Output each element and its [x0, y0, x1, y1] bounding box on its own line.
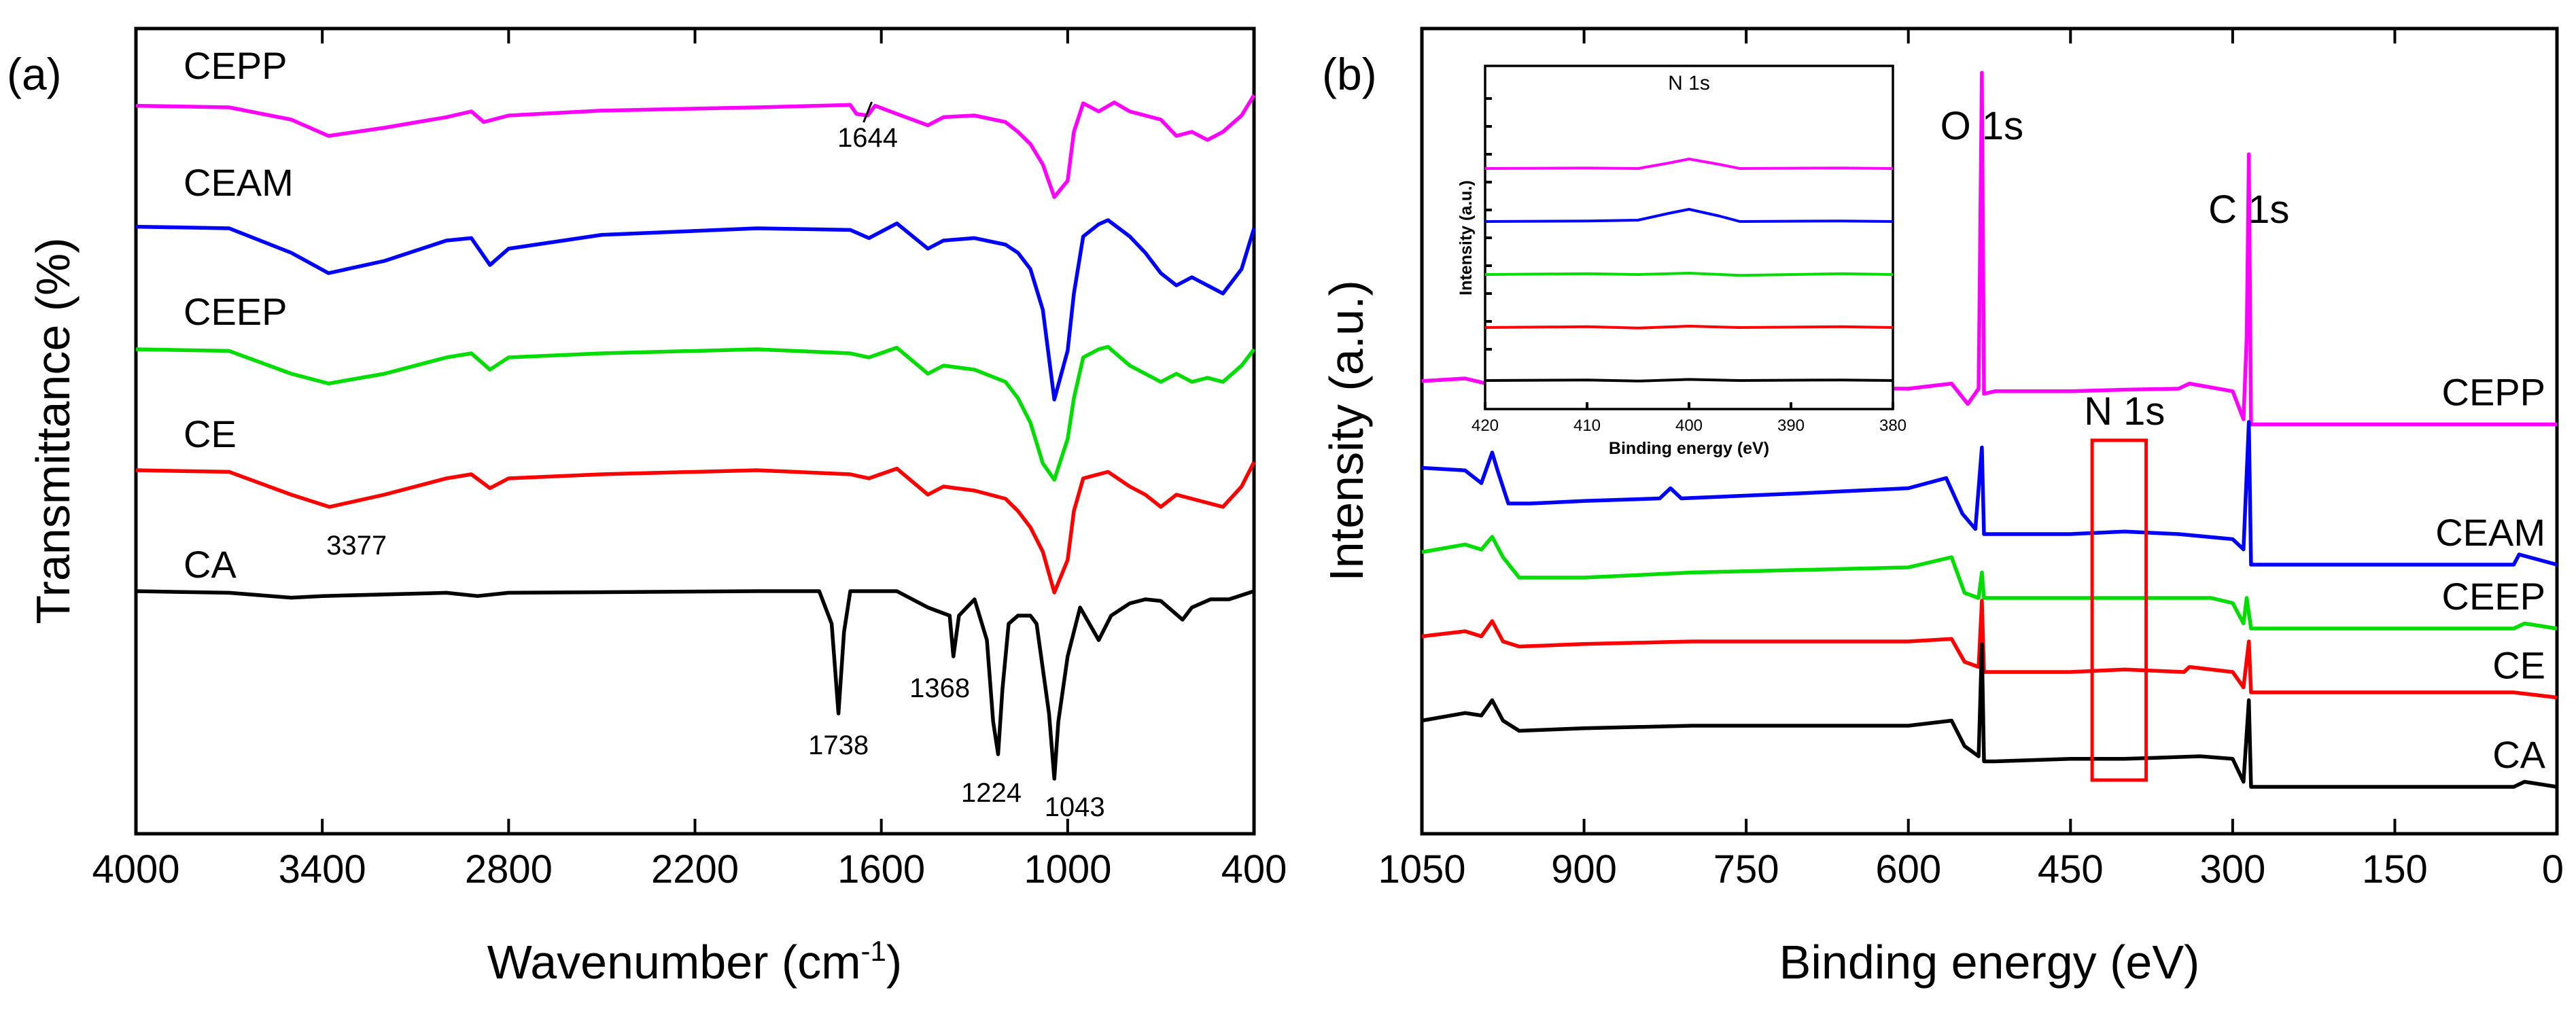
inset-x-axis-ticks: 420 410 400 390 380: [1472, 97, 1907, 435]
series-labels-a: CEPP CEAM CEEP CE CA: [184, 44, 294, 586]
x-tick-label-a: 4000: [92, 847, 179, 891]
series-line-b-ceep: [1421, 535, 2558, 631]
inset-series-group: [1484, 158, 1894, 383]
x-tick-label-a: 1000: [1024, 847, 1111, 891]
series-group-a: [135, 94, 1256, 781]
series-label-b-ca: CA: [2492, 733, 2545, 776]
series-line-a-ceam: [135, 218, 1256, 402]
inset-series-line-cepp: [1484, 158, 1894, 170]
y-axis-title-a: Transmittance (%): [27, 237, 80, 624]
x-axis-title-b: Binding energy (eV): [1779, 936, 2200, 989]
series-line-a-cepp: [135, 94, 1256, 199]
peak-label-b: O 1s: [1940, 104, 2024, 148]
peak-annotation-a: 1043: [1045, 792, 1105, 822]
x-tick-label-a: 1600: [837, 847, 925, 891]
series-label-a-ca: CA: [184, 543, 237, 586]
series-label-b-ceep: CEEP: [2442, 575, 2546, 618]
x-axis-title-a-superscript: -1: [861, 935, 886, 967]
n1s-highlight-box: [2090, 438, 2148, 782]
series-line-a-ce: [135, 461, 1256, 595]
x-axis-title-a: Wavenumber (cm-1): [487, 935, 902, 989]
x-tick-label-b: 750: [1713, 847, 1779, 891]
x-tick-label-a: 400: [1221, 847, 1287, 891]
panel-a-ftir-chart: (a) 4000 3400 2800 2200 1600 1000 400 CEPP CEAM…: [7, 27, 1287, 989]
inset-frame: [1484, 65, 1894, 410]
inset-n1s-chart: N 1s 420 410 400 390 380 Binding energy (eV)…: [1457, 65, 1907, 458]
panel-label-a: (a): [7, 49, 62, 99]
x-tick-label-b: 1050: [1378, 847, 1465, 891]
series-line-a-ca: [135, 589, 1255, 781]
peak-annotation-a: 1368: [909, 673, 970, 703]
peak-label-b: N 1s: [2084, 389, 2165, 434]
series-label-b-ce: CE: [2492, 644, 2545, 687]
inset-series-line-ce: [1484, 325, 1894, 330]
series-line-b-ca: [1421, 642, 2558, 789]
x-tick-label-b: 300: [2199, 847, 2265, 891]
series-group-b: [1421, 71, 2558, 789]
series-label-b-ceam: CEAM: [2435, 511, 2545, 554]
peak-annotations-a: 1644 3377 1738 1368 1224 1043: [326, 101, 1105, 822]
inset-x-tick-label: 410: [1573, 417, 1601, 435]
inset-series-line-ceam: [1484, 208, 1894, 223]
peak-annotation-a: 1224: [961, 778, 1022, 808]
peak-label-b: C 1s: [2208, 188, 2289, 232]
plot-frame-b: [1420, 27, 2559, 836]
series-label-a-ceep: CEEP: [184, 290, 288, 333]
peak-annotation-a: 1644: [837, 123, 898, 153]
peak-annotation-a: 1738: [808, 730, 869, 760]
x-tick-label-a: 2200: [651, 847, 739, 891]
x-tick-label-a: 3400: [279, 847, 366, 891]
x-tick-label-b: 600: [1875, 847, 1941, 891]
inset-x-tick-label: 380: [1879, 417, 1907, 435]
series-label-b-cepp: CEPP: [2442, 371, 2546, 414]
inset-x-tick-label: 400: [1675, 417, 1703, 435]
inset-title: N 1s: [1668, 72, 1710, 94]
x-tick-label-b: 150: [2362, 847, 2428, 891]
series-label-a-ce: CE: [184, 412, 237, 455]
inset-x-tick-label: 390: [1777, 417, 1805, 435]
x-axis-ticks-a: 4000 3400 2800 2200 1600 1000 400: [92, 29, 1287, 891]
inset-x-tick-label: 420: [1472, 417, 1499, 435]
series-line-b-ceam: [1421, 420, 2558, 567]
x-tick-label-b: 450: [2038, 847, 2104, 891]
inset-series-line-ceep: [1484, 272, 1894, 277]
peak-pointer-a: [863, 101, 873, 123]
series-line-b-ce: [1421, 599, 2558, 700]
inset-x-axis-title: Binding energy (eV): [1609, 439, 1769, 458]
panel-label-b: (b): [1322, 49, 1377, 99]
series-line-a-ceep: [135, 345, 1256, 482]
x-tick-label-b: 0: [2542, 847, 2564, 891]
x-tick-label-b: 900: [1551, 847, 1617, 891]
x-tick-label-a: 2800: [465, 847, 553, 891]
series-label-a-cepp: CEPP: [184, 44, 288, 87]
x-axis-ticks-b: 1050 900 750 600 450 300 150 0: [1378, 29, 2564, 891]
peak-annotation-a: 3377: [326, 531, 387, 561]
inset-y-axis-title: Intensity (a.u.): [1457, 180, 1476, 295]
panel-b-xps-chart: (b) 1050 900 750 600 450 300 150 0 CEPP CEAM CEEP…: [1320, 27, 2564, 989]
series-label-a-ceam: CEAM: [184, 161, 294, 204]
x-axis-title-a-text: Wavenumber (cm: [487, 936, 861, 989]
x-axis-title-a-close: ): [886, 936, 902, 989]
series-labels-b: CEPP CEAM CEEP CE CA: [2435, 371, 2545, 777]
peak-labels-b: O 1s C 1s N 1s: [1940, 104, 2290, 434]
y-axis-title-b: Intensity (a.u.): [1320, 280, 1373, 582]
inset-series-line-ca: [1484, 378, 1894, 383]
